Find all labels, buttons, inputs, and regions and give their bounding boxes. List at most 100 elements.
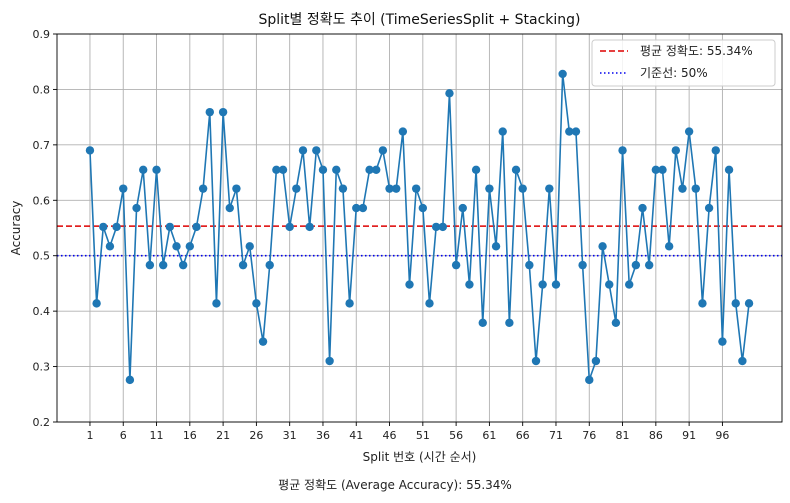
y-tick-label: 0.5 [33, 250, 51, 263]
accuracy-point [465, 280, 474, 289]
y-tick-label: 0.7 [33, 139, 51, 152]
accuracy-point [664, 242, 674, 251]
accuracy-point [744, 299, 754, 308]
reference-lines [57, 225, 782, 257]
accuracy-point [345, 299, 354, 308]
x-tick-label: 56 [449, 429, 463, 442]
accuracy-point [478, 318, 487, 327]
accuracy-point [225, 203, 234, 213]
accuracy-point [505, 318, 514, 327]
accuracy-point [718, 337, 727, 346]
x-tick-label: 86 [649, 429, 663, 442]
accuracy-point [172, 242, 181, 251]
y-tick-label: 0.3 [33, 361, 51, 374]
x-tick-label: 91 [682, 429, 696, 442]
x-tick-label: 26 [249, 429, 263, 442]
accuracy-point [158, 260, 168, 270]
accuracy-point [691, 184, 700, 193]
accuracy-point [698, 299, 707, 308]
accuracy-point [272, 165, 281, 174]
legend-baseline-label: 기준선: 50% [640, 66, 708, 80]
accuracy-point [338, 184, 348, 193]
accuracy-point [471, 165, 481, 174]
x-tick-label: 66 [516, 429, 530, 442]
accuracy-point [558, 69, 567, 79]
accuracy-point [518, 184, 527, 193]
accuracy-point [451, 260, 461, 270]
accuracy-point [545, 184, 554, 193]
legend: 평균 정확도: 55.34% 기준선: 50% [591, 39, 776, 87]
accuracy-point [625, 280, 634, 289]
accuracy-point [498, 127, 507, 136]
y-tick-label: 0.4 [33, 305, 51, 318]
accuracy-point [85, 146, 95, 155]
x-tick-label: 21 [216, 429, 230, 442]
accuracy-point [332, 165, 341, 174]
accuracy-point [565, 127, 574, 136]
accuracy-point [298, 146, 308, 155]
accuracy-point [292, 184, 301, 193]
accuracy-point [398, 127, 408, 136]
accuracy-point [325, 356, 334, 366]
legend-mean-label: 평균 정확도: 55.34% [640, 44, 753, 58]
accuracy-point [358, 203, 368, 213]
accuracy-point [205, 107, 214, 117]
accuracy-point [438, 222, 448, 232]
accuracy-point [738, 356, 747, 366]
accuracy-point [631, 260, 641, 270]
accuracy-point [418, 203, 428, 213]
x-tick-label: 71 [549, 429, 563, 442]
accuracy-point [198, 184, 208, 193]
accuracy-point [258, 337, 268, 346]
accuracy-point [598, 242, 607, 251]
accuracy-point [305, 222, 314, 232]
accuracy-point [591, 356, 601, 366]
accuracy-point [238, 260, 248, 270]
accuracy-point [152, 165, 161, 174]
accuracy-point [318, 165, 328, 174]
accuracy-point [178, 260, 188, 270]
accuracy-point [265, 260, 274, 270]
accuracy-point [411, 184, 421, 193]
accuracy-point [312, 146, 321, 155]
accuracy-point [651, 165, 661, 174]
y-tick-label: 0.2 [33, 416, 51, 429]
accuracy-point [285, 222, 294, 232]
footer-caption: 평균 정확도 (Average Accuracy): 55.34% [278, 478, 512, 492]
accuracy-point [445, 89, 454, 98]
accuracy-point [99, 222, 108, 232]
x-tick-label: 11 [150, 429, 164, 442]
accuracy-point [352, 203, 361, 213]
accuracy-point [245, 242, 254, 251]
accuracy-point [278, 165, 288, 174]
accuracy-point [372, 165, 381, 174]
accuracy-point [658, 165, 667, 174]
accuracy-point [431, 222, 441, 232]
accuracy-point [378, 146, 388, 155]
accuracy-point [425, 299, 434, 308]
x-tick-label: 36 [316, 429, 330, 442]
accuracy-point [618, 146, 627, 155]
x-tick-label: 81 [616, 429, 630, 442]
accuracy-point [252, 299, 261, 308]
accuracy-point [119, 184, 128, 193]
accuracy-point [405, 280, 414, 289]
accuracy-point [644, 260, 654, 270]
accuracy-point [611, 318, 621, 327]
x-tick-label: 1 [86, 429, 93, 442]
accuracy-point [365, 165, 374, 174]
accuracy-point [145, 260, 155, 270]
plot-frame [56, 33, 783, 423]
accuracy-point [571, 127, 581, 136]
y-axis-ticks: 0.2 0.3 0.4 0.5 0.6 0.7 0.8 0.9 [33, 28, 57, 429]
accuracy-point [605, 280, 614, 289]
x-axis-label: Split 번호 (시간 순서) [363, 450, 477, 464]
accuracy-point [458, 203, 467, 213]
x-tick-label: 76 [582, 429, 596, 442]
x-tick-label: 41 [349, 429, 363, 442]
accuracy-point [92, 299, 101, 308]
accuracy-point [212, 299, 221, 308]
accuracy-point [724, 165, 734, 174]
accuracy-point [485, 184, 494, 193]
accuracy-point [132, 203, 141, 213]
